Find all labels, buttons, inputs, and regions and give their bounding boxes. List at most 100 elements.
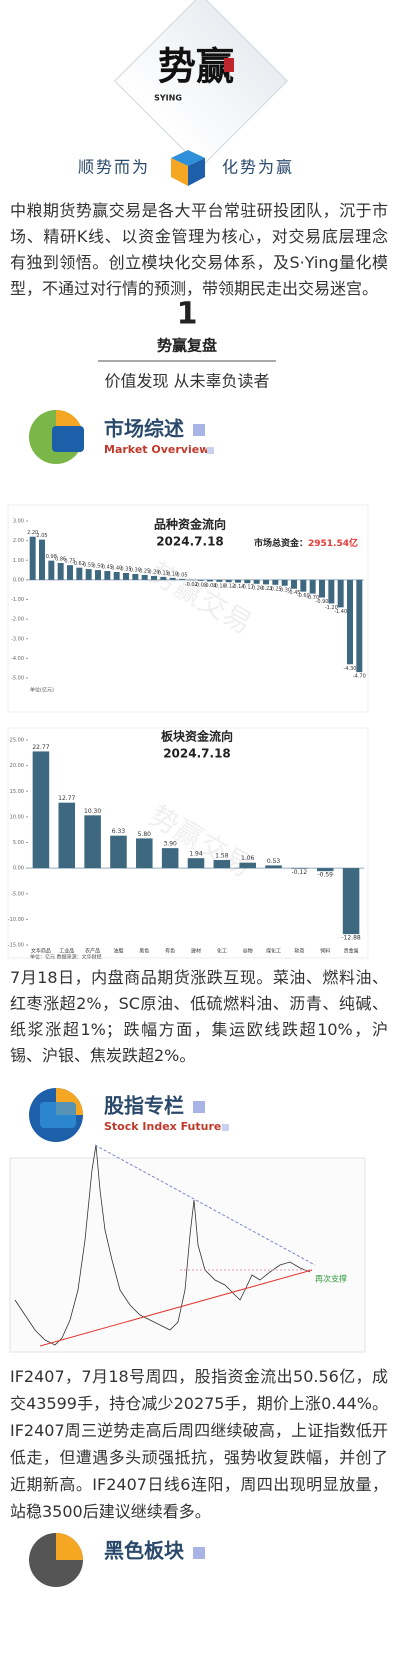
bar: [58, 802, 76, 869]
bar: [136, 838, 153, 869]
bar: [216, 579, 223, 582]
unit-label: 单位(亿元): [30, 687, 54, 694]
value-label: -4.30: [344, 666, 357, 672]
bar: [281, 579, 288, 586]
heading-icon: [29, 1533, 83, 1587]
chart-subtitle: 2024.7.18: [156, 535, 224, 549]
x-tick-label: 有色: [165, 948, 175, 955]
section-title: 势赢复盘: [157, 337, 217, 355]
value-label: 0.50: [92, 564, 103, 570]
bar: [356, 579, 363, 673]
value-label: 2.05: [36, 533, 47, 539]
x-tick-label: 煤化工: [266, 948, 281, 955]
heading-icon: [29, 410, 84, 464]
x-tick-label: 饲料: [320, 948, 330, 955]
value-label: 10.30: [84, 808, 101, 815]
bar: [272, 579, 279, 585]
value-label: 0.25: [139, 568, 150, 574]
value-label: -0.12: [292, 869, 308, 876]
value-label: 0.55: [83, 563, 94, 569]
y-tick-label: -5.00: [11, 891, 24, 897]
slogan-right: 化势为赢: [222, 158, 294, 177]
bar: [253, 579, 260, 584]
value-label: -0.25: [269, 586, 282, 592]
bar: [48, 560, 55, 580]
heading-square: [193, 1101, 205, 1113]
value-label: -0.17: [241, 585, 254, 591]
value-label: 0.53: [267, 858, 281, 865]
y-tick-label: 5.00: [13, 840, 24, 846]
bar: [291, 868, 308, 869]
bar: [207, 579, 213, 582]
bar: [29, 536, 36, 580]
x-tick-label: 谷物: [243, 948, 253, 955]
bar: [347, 579, 353, 665]
value-label: 0.40: [111, 566, 122, 572]
chart-title: 品种资金流向: [154, 517, 226, 532]
bar: [169, 577, 176, 580]
bar: [104, 571, 111, 580]
bar: [187, 858, 205, 869]
value-label: 0.30: [130, 567, 141, 573]
chart-title: 板块资金流向: [161, 729, 233, 744]
x-tick-label: 农产品: [85, 948, 100, 955]
bar: [32, 751, 50, 869]
bar: [132, 573, 139, 580]
bar: [161, 848, 179, 869]
value-label: 22.77: [32, 744, 49, 751]
paragraph: IF2407，7月18号周四，股指资金流出50.56亿，成交43599手，持仓减…: [10, 1367, 388, 1521]
y-tick-label: -1.00: [11, 597, 24, 603]
heading-square: [193, 1547, 205, 1559]
chart-frame: [7, 504, 369, 713]
bar: [113, 572, 120, 580]
x-tick-label: 文华商品: [31, 948, 51, 955]
value-label: -0.45: [288, 590, 301, 596]
intro: 中粮期货势赢交易是各大平台常驻研投团队，沉于市场、精研K线、以资金管理为核心，对…: [10, 201, 388, 298]
logo-seal: [224, 58, 234, 72]
x-tick-label: 建材: [191, 948, 201, 955]
bar: [160, 576, 167, 580]
unit-label: 单位：亿元 数据来源：文华财经: [30, 954, 102, 961]
value-label: -0.23: [260, 586, 273, 592]
total-value: 2951.54亿: [308, 537, 358, 549]
bar: [263, 579, 269, 585]
value-label: -4.70: [353, 674, 366, 680]
value-label: 0.15: [158, 570, 169, 576]
total: 市场总资金：2951.54亿: [254, 537, 358, 549]
x-tick-label: 贵金属: [344, 948, 359, 955]
value-label: -0.14: [232, 584, 245, 590]
bar: [225, 579, 232, 583]
y-tick-label: 15.00: [10, 789, 24, 795]
value-label: 0.20: [148, 569, 159, 575]
heading-title: 市场综述: [104, 417, 184, 441]
y-tick-label: -2.00: [11, 617, 24, 623]
value-label: -0.10: [213, 583, 226, 589]
index-chart-price: [14, 1144, 311, 1346]
section-number: 1: [177, 297, 198, 332]
bar: [95, 570, 101, 580]
bar: [197, 579, 204, 581]
y-tick-label: 0.00: [13, 577, 24, 583]
value-label: 3.90: [163, 841, 177, 848]
index-chart-annotation: 再次支撑: [315, 1274, 347, 1284]
value-label: -0.30: [278, 587, 291, 593]
value-label: -0.08: [204, 583, 217, 589]
y-tick-label: 1.00: [13, 558, 24, 564]
value-label: 1.58: [215, 853, 229, 860]
bar: [151, 575, 157, 580]
logo-diamond: [114, 0, 288, 168]
value-label: 1.94: [189, 851, 203, 858]
y-tick-label: -10.00: [8, 917, 24, 923]
bar: [328, 579, 335, 604]
x-tick-label: 软商: [294, 948, 304, 955]
y-tick-label: -5.00: [11, 676, 24, 682]
value-label: 0.75: [64, 559, 75, 565]
value-label: -0.20: [250, 585, 263, 591]
value-label: -1.20: [325, 605, 338, 611]
value-label: -12.88: [341, 935, 361, 942]
index-chart-trendline: [94, 1144, 316, 1266]
value-label: 1.06: [241, 855, 255, 862]
bar: [342, 868, 360, 935]
bar: [239, 862, 256, 869]
